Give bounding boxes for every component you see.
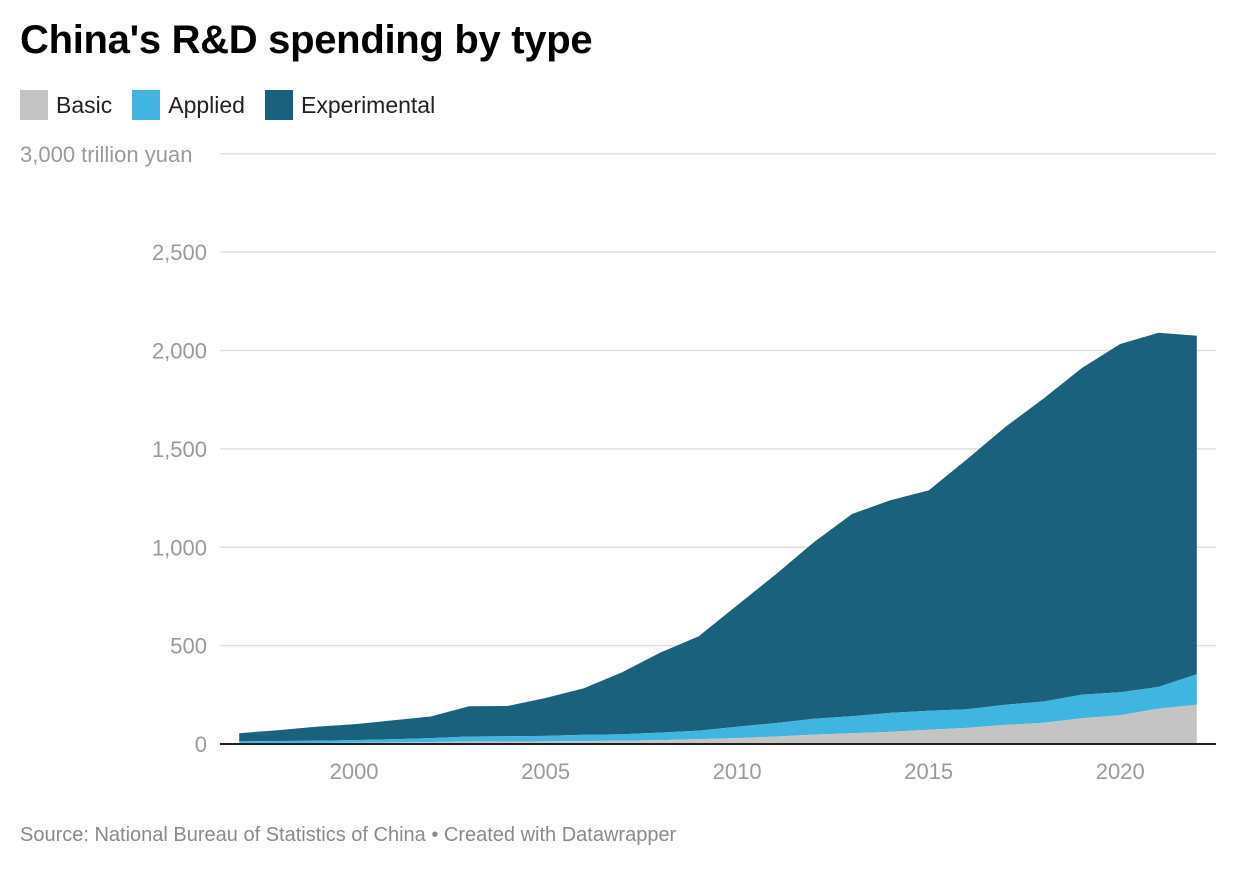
legend-item-experimental: Experimental: [264, 90, 436, 120]
area-experimental: [239, 332, 1197, 742]
y-tick-label: 2,500: [152, 240, 207, 265]
x-tick-label: 2005: [521, 759, 570, 784]
y-tick-label: 3,000 trillion yuan: [20, 142, 192, 167]
x-tick-label: 2010: [713, 759, 762, 784]
chart-plot: 0 500 1,000 1,500 2,000 2,500 3,000 trillion y…: [20, 142, 1216, 784]
legend-label-basic: Basic: [56, 91, 113, 118]
legend-swatch-experimental: [264, 90, 293, 120]
source-note: Source: National Bureau of Statistics of…: [20, 824, 677, 846]
legend-item-basic: Basic: [20, 90, 112, 120]
y-tick-label: 500: [170, 634, 207, 659]
chart-title: China's R&D spending by type: [20, 18, 593, 62]
y-tick-label: 2,000: [152, 339, 207, 364]
legend-label-applied: Applied: [168, 91, 245, 118]
y-tick-label: 0: [195, 732, 207, 757]
area-basic: [239, 704, 1197, 744]
x-tick-label: 2015: [904, 759, 953, 784]
legend: Basic Applied Experimental: [20, 90, 435, 120]
x-tick-label: 2020: [1096, 759, 1145, 784]
legend-swatch-basic: [20, 90, 48, 120]
legend-label-experimental: Experimental: [300, 91, 436, 118]
y-tick-label: 1,000: [152, 535, 207, 560]
legend-item-applied: Applied: [132, 90, 245, 120]
area-applied: [239, 674, 1197, 744]
legend-swatch-applied: [132, 90, 161, 120]
y-tick-label: 1,500: [152, 437, 207, 462]
x-tick-label: 2000: [330, 759, 379, 784]
